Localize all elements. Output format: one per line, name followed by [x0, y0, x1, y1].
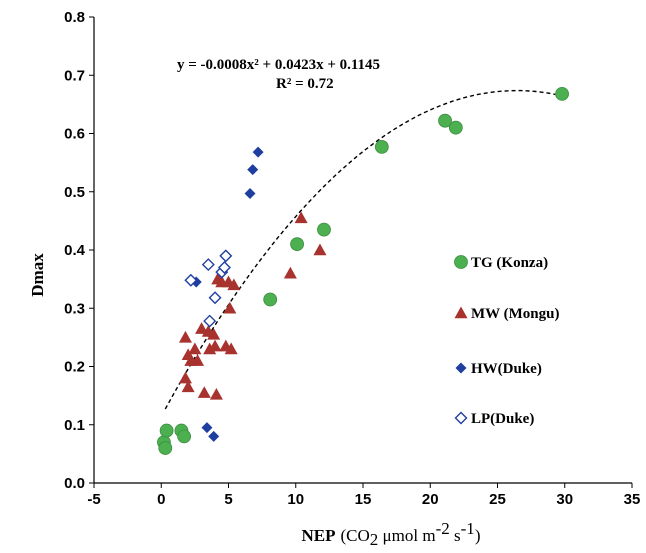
data-point-open-diamond [184, 273, 198, 287]
data-point-circle [317, 222, 331, 237]
x-tick-label: 0 [157, 491, 165, 508]
x-tick-label: 20 [422, 491, 439, 508]
data-point-open-diamond [217, 260, 231, 274]
legend-label: HW(Duke) [471, 361, 542, 377]
data-point-open-diamond [219, 249, 233, 263]
data-point-triangle [181, 380, 195, 393]
data-point-diamond [247, 164, 259, 176]
data-point-diamond [244, 187, 256, 199]
data-point-circle [263, 292, 278, 307]
x-tick-label: 35 [624, 491, 641, 508]
data-point-triangle [197, 386, 211, 398]
y-tick-label: 0.8 [64, 9, 85, 26]
data-point-triangle [209, 387, 223, 400]
legend-label: LP(Duke) [471, 411, 534, 427]
data-point-open-diamond [201, 258, 215, 272]
data-point-triangle [195, 322, 209, 334]
legend-label: TG (Konza) [471, 255, 548, 271]
data-point-circle [290, 237, 304, 252]
data-point-triangle [191, 354, 205, 366]
data-point-diamond [201, 422, 213, 434]
trendline-group [164, 89, 556, 410]
data-point-triangle [224, 342, 238, 355]
data-point-triangle [178, 330, 192, 343]
x-axis-label-sup: -2 [436, 519, 450, 538]
data-point-triangle [313, 243, 327, 256]
legend-marker [454, 306, 468, 319]
tick-labels: 0.0 0.1 0.2 0.3 0.4 0.5 0.6 0.7 0.8 -5 0 5 10 15 20 25 3… [64, 9, 640, 508]
x-axis-label-part: s [450, 526, 461, 545]
x-axis-label-sub: 2 [370, 530, 379, 549]
data-point-circle [177, 429, 192, 444]
x-tick-label: 5 [224, 491, 232, 508]
y-tick-label: 0.4 [64, 242, 86, 259]
data-point-diamond [252, 146, 264, 158]
data-point-circle [555, 86, 569, 101]
y-axis-label: Dmax [28, 253, 47, 297]
legend-marker [455, 362, 467, 374]
data-point-triangle [294, 211, 308, 224]
data-point-circle [374, 139, 389, 154]
axes [93, 17, 632, 484]
r-squared-label: R² = 0.72 [276, 76, 334, 92]
x-tick-label: 25 [489, 491, 506, 508]
data-point-circle [158, 441, 173, 455]
trendline [164, 89, 556, 410]
x-axis-label-bold: NEP [302, 526, 336, 545]
x-tick-label: 15 [355, 491, 372, 508]
data-point-circle [448, 120, 463, 135]
x-axis-label-sup: -1 [461, 519, 475, 538]
x-axis-label-part: ) [475, 526, 481, 545]
y-tick-label: 0.7 [64, 67, 85, 84]
data-point-open-diamond [203, 314, 217, 328]
y-tick-label: 0.1 [64, 417, 85, 434]
y-tick-label: 0.0 [64, 475, 85, 492]
data-point-triangle [227, 278, 241, 291]
data-point-triangle [223, 301, 237, 314]
data-point-triangle [207, 327, 221, 340]
legend-label: MW (Mongu) [471, 306, 559, 322]
y-tick-label: 0.6 [64, 126, 85, 143]
y-tick-label: 0.5 [64, 184, 85, 201]
data-point-triangle [178, 371, 192, 384]
legend-marker [454, 411, 468, 425]
x-axis-label-part: (CO [341, 526, 370, 545]
legend: TG (Konza) MW (Mongu) HW(Duke) LP(Duke) [454, 255, 559, 427]
x-axis-label-part: μmol m [378, 526, 435, 545]
x-tick-label: -5 [87, 491, 100, 508]
data-points [157, 86, 569, 455]
data-point-circle [438, 113, 452, 128]
x-tick-label: 30 [556, 491, 573, 508]
y-tick-label: 0.3 [64, 300, 85, 317]
equation-label: y = -0.0008x² + 0.0423x + 0.1145 [177, 57, 380, 73]
data-point-triangle [283, 266, 297, 279]
data-point-circle [159, 423, 174, 438]
data-point-open-diamond [208, 291, 222, 305]
data-point-diamond [208, 430, 220, 442]
data-point-triangle [188, 342, 202, 355]
y-tick-label: 0.2 [64, 359, 85, 376]
data-point-triangle [208, 339, 222, 352]
legend-marker [454, 255, 468, 269]
x-tick-label: 10 [287, 491, 304, 508]
x-axis-label: NEP (CO2 μmol m-2 s-1) [302, 519, 481, 549]
